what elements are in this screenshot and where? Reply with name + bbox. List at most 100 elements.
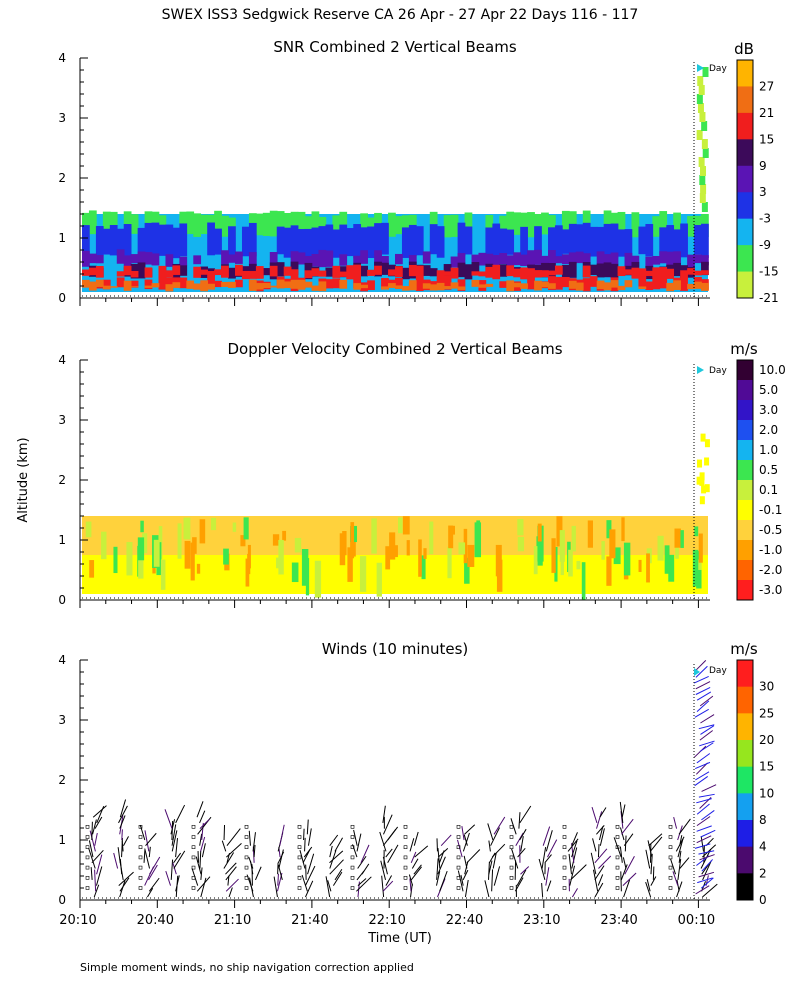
wind-barb xyxy=(493,816,506,835)
wind-barb xyxy=(94,816,103,829)
colorbar-swatch xyxy=(737,245,753,273)
wind-marker xyxy=(244,845,249,850)
wind-barb xyxy=(701,844,717,858)
snr-cell xyxy=(339,254,348,266)
snr-cell xyxy=(339,224,348,255)
wind-barb xyxy=(592,869,599,892)
snr-cell xyxy=(443,286,452,290)
wind-barb xyxy=(92,805,107,818)
wind-barb xyxy=(592,838,597,852)
wind-barb xyxy=(147,887,154,898)
colorbar-unit: m/s xyxy=(730,340,758,358)
snr-cell xyxy=(304,281,313,288)
wind-barb xyxy=(171,830,178,852)
velocity-cell xyxy=(698,533,703,563)
wind-barb xyxy=(408,874,414,886)
day-marker-icon xyxy=(697,64,704,72)
wind-barb xyxy=(92,819,97,835)
wind-barb xyxy=(520,836,524,852)
snr-cell xyxy=(541,281,549,288)
snr-cell xyxy=(221,265,229,278)
wind-barb xyxy=(547,839,558,858)
velocity-cell xyxy=(571,525,576,552)
snr-cell xyxy=(290,225,299,256)
colorbar-swatch xyxy=(737,500,753,521)
snr-cell xyxy=(179,277,188,289)
colorbar-frame xyxy=(736,659,754,901)
snr-cell xyxy=(130,254,139,264)
velocity-cell xyxy=(390,545,398,558)
snr-cell xyxy=(492,264,501,280)
snr-cell xyxy=(506,211,515,237)
wind-marker xyxy=(509,845,514,850)
velocity-cell xyxy=(609,529,616,559)
velocity-cell xyxy=(243,517,249,540)
wind-barb xyxy=(698,871,715,878)
wind-barb xyxy=(518,812,521,829)
snr-cell xyxy=(499,215,508,234)
wind-marker xyxy=(456,835,461,839)
wind-barb xyxy=(356,876,372,892)
wind-marker xyxy=(85,865,90,870)
wind-barb xyxy=(307,828,312,846)
snr-cell xyxy=(701,202,708,212)
snr-cell xyxy=(207,222,215,256)
snr-cell xyxy=(332,229,341,258)
wind-barb xyxy=(541,883,544,898)
snr-cell xyxy=(401,227,410,258)
colorbar-swatch xyxy=(737,271,753,299)
velocity-cell xyxy=(429,521,434,555)
wind-barb xyxy=(699,695,714,707)
snr-cell xyxy=(596,251,605,267)
wind-marker xyxy=(350,835,355,839)
snr-cell xyxy=(631,255,640,268)
wind-barb xyxy=(461,826,465,841)
wind-barb xyxy=(437,847,449,858)
wind-barb xyxy=(696,803,710,815)
snr-cell xyxy=(123,211,132,234)
velocity-cell xyxy=(276,557,281,569)
snr-cell xyxy=(554,256,563,264)
wind-barb xyxy=(172,862,177,875)
snr-cell xyxy=(638,268,647,279)
snr-cell xyxy=(603,282,612,291)
snr-cell xyxy=(610,212,619,234)
wind-barb xyxy=(144,830,150,852)
wind-barb xyxy=(488,860,493,875)
wind-barb xyxy=(299,850,306,869)
velocity-cell xyxy=(701,485,707,494)
snr-cell xyxy=(541,212,549,235)
snr-cell xyxy=(297,252,306,265)
wind-marker xyxy=(562,886,567,890)
snr-cell xyxy=(179,265,188,276)
colorbar-swatch xyxy=(737,560,753,581)
snr-cell xyxy=(610,280,619,288)
wind-barb xyxy=(701,784,717,792)
snr-cell xyxy=(701,270,709,275)
snr-cell xyxy=(520,283,528,289)
wind-barb xyxy=(385,875,393,886)
snr-cell xyxy=(485,266,494,278)
velocity-cell xyxy=(305,558,310,596)
snr-cell xyxy=(603,262,612,278)
velocity-cell xyxy=(447,546,452,579)
wind-marker xyxy=(350,824,355,829)
snr-cell xyxy=(702,67,709,77)
velocity-cell xyxy=(613,547,621,565)
snr-cell xyxy=(144,285,153,288)
snr-cell xyxy=(360,284,368,289)
wind-barb xyxy=(88,840,94,858)
velocity-cell xyxy=(704,457,710,466)
snr-cell xyxy=(221,215,229,237)
wind-barb xyxy=(144,848,151,869)
snr-cell xyxy=(687,254,695,268)
wind-barb xyxy=(519,828,527,841)
wind-barb xyxy=(702,883,718,898)
snr-cell xyxy=(697,76,704,86)
snr-cell xyxy=(262,212,271,236)
wind-barb xyxy=(696,825,712,832)
velocity-cell xyxy=(192,537,197,554)
colorbar-swatch xyxy=(737,60,753,87)
wind-barb xyxy=(568,853,572,875)
snr-cell xyxy=(582,265,591,278)
